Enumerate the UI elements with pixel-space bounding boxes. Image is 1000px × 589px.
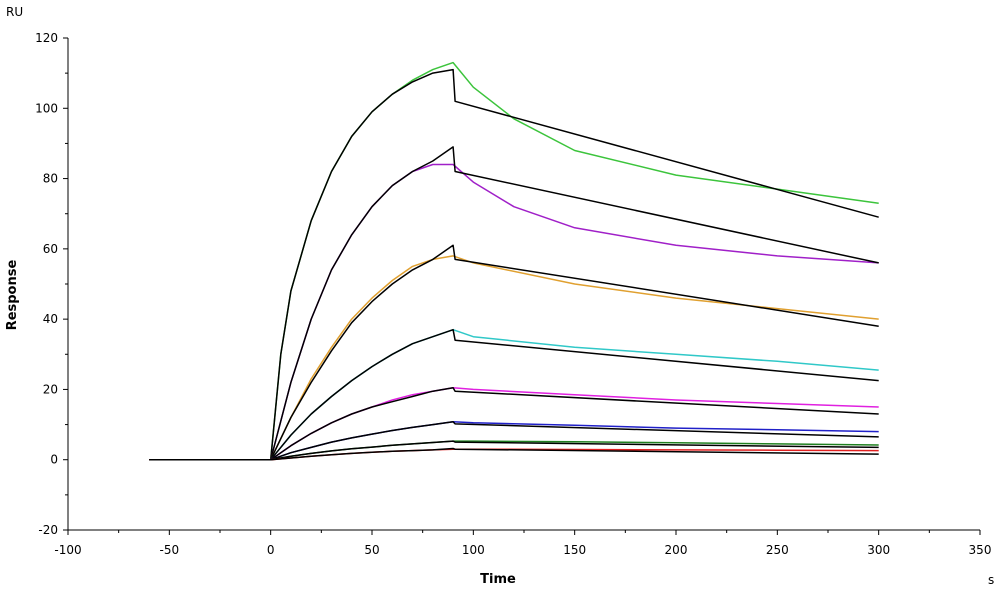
- fit-curve-15: [149, 447, 879, 461]
- x-axis-unit: s: [988, 573, 994, 587]
- x-tick-label: 100: [462, 543, 485, 557]
- y-tick-label: 0: [50, 453, 58, 467]
- y-tick-label: 60: [43, 242, 58, 256]
- x-tick-label: -100: [54, 543, 81, 557]
- y-tick-label: 80: [43, 172, 58, 186]
- fit-curve-11: [149, 421, 879, 461]
- x-axis-label: Time: [480, 572, 516, 587]
- axis-layer: -20 0 20 40 60 80 100 120 -100 -50 0 50 100 150 200 25…: [35, 31, 991, 557]
- y-axis-unit: RU: [6, 5, 23, 19]
- y-tick-label: 20: [43, 382, 58, 396]
- x-tick-label: 150: [563, 543, 586, 557]
- x-tick-label: 350: [969, 543, 992, 557]
- sensorgram-curve-4: [149, 255, 879, 461]
- fit-curve-5: [149, 244, 879, 461]
- x-tick-label: 50: [364, 543, 379, 557]
- series-layer: [149, 61, 879, 461]
- x-tick-label: 200: [665, 543, 688, 557]
- y-tick-label: 120: [35, 31, 58, 45]
- y-axis-label: Response: [5, 260, 20, 331]
- fit-curve-9: [149, 386, 879, 461]
- y-axis-ticks: -20 0 20 40 60 80 100 120: [35, 31, 68, 537]
- fit-curve-13: [149, 440, 879, 461]
- fit-curve-7: [149, 328, 879, 461]
- fit-curve-3: [149, 146, 879, 461]
- fit-curve-1: [149, 68, 879, 461]
- x-tick-label: -50: [160, 543, 180, 557]
- y-tick-label: -20: [38, 523, 58, 537]
- y-tick-label: 40: [43, 312, 58, 326]
- x-axis-ticks: -100 -50 0 50 100 150 200 250 300 350: [54, 530, 991, 557]
- y-tick-label: 100: [35, 101, 58, 115]
- x-tick-label: 300: [867, 543, 890, 557]
- x-tick-label: 250: [766, 543, 789, 557]
- x-tick-label: 0: [267, 543, 275, 557]
